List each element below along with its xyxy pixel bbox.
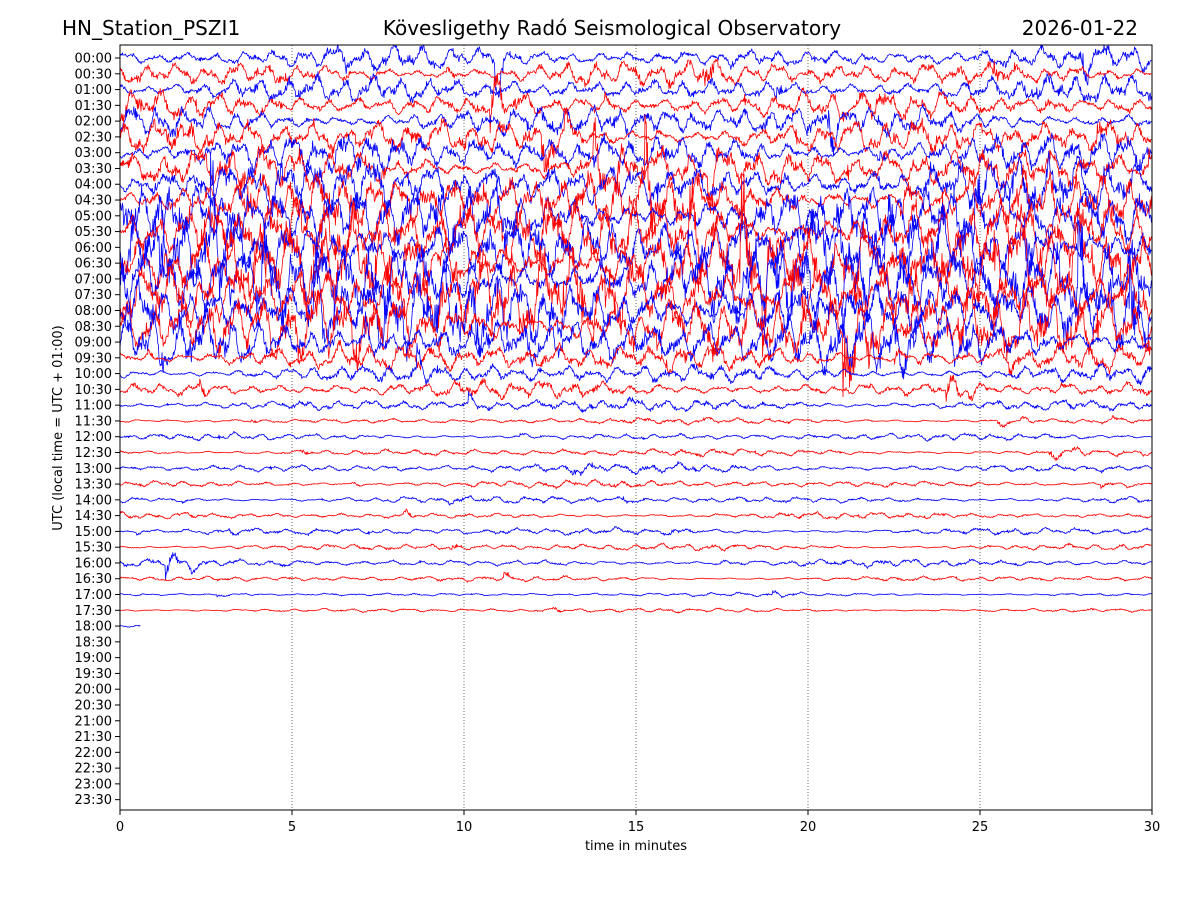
y-tick-label: 01:30 — [75, 99, 112, 114]
trace-06:30 — [120, 172, 1152, 358]
trace-04:30 — [120, 114, 1152, 240]
y-tick-label: 08:00 — [75, 304, 112, 319]
trace-10:00 — [120, 342, 1152, 387]
trace-05:00 — [120, 174, 1152, 268]
y-tick-label: 17:00 — [75, 588, 112, 603]
x-tick-label: 25 — [972, 820, 989, 835]
x-tick-label: 0 — [116, 820, 124, 835]
trace-14:30 — [120, 508, 1152, 520]
y-axis-ticks: 00:0000:3001:0001:3002:0002:3003:0003:30… — [75, 52, 120, 808]
y-tick-label: 07:00 — [75, 272, 112, 287]
x-tick-label: 15 — [628, 820, 645, 835]
y-tick-label: 06:30 — [75, 257, 112, 272]
y-tick-label: 02:00 — [75, 115, 112, 130]
trace-08:30 — [120, 286, 1152, 398]
trace-00:30 — [120, 58, 1152, 89]
trace-07:00 — [120, 219, 1152, 331]
observatory-title: Kövesligethy Radó Seismological Observat… — [382, 16, 842, 40]
trace-15:30 — [120, 542, 1152, 552]
x-tick-label: 10 — [456, 820, 473, 835]
y-tick-label: 16:30 — [75, 572, 112, 587]
trace-13:00 — [120, 460, 1152, 477]
trace-02:00 — [120, 103, 1152, 156]
seismic-traces — [120, 45, 1152, 628]
x-tick-label: 30 — [1144, 820, 1161, 835]
trace-01:00 — [120, 71, 1152, 104]
y-tick-label: 00:30 — [75, 67, 112, 82]
y-tick-label: 15:00 — [75, 525, 112, 540]
y-tick-label: 20:00 — [75, 683, 112, 698]
y-tick-label: 04:30 — [75, 194, 112, 209]
y-tick-label: 17:30 — [75, 604, 112, 619]
y-tick-label: 16:00 — [75, 556, 112, 571]
trace-05:30 — [120, 178, 1152, 284]
trace-12:00 — [120, 430, 1152, 442]
y-tick-label: 23:00 — [75, 777, 112, 792]
y-tick-label: 14:30 — [75, 509, 112, 524]
y-tick-label: 15:30 — [75, 541, 112, 556]
y-tick-label: 19:30 — [75, 667, 112, 682]
y-tick-label: 22:00 — [75, 746, 112, 761]
y-tick-label: 00:00 — [75, 52, 112, 67]
y-tick-label: 09:30 — [75, 351, 112, 366]
y-tick-label: 14:00 — [75, 493, 112, 508]
y-tick-label: 23:30 — [75, 793, 112, 808]
y-tick-label: 12:30 — [75, 446, 112, 461]
y-tick-label: 20:30 — [75, 698, 112, 713]
y-tick-label: 03:30 — [75, 162, 112, 177]
y-tick-label: 05:00 — [75, 209, 112, 224]
x-tick-label: 5 — [288, 820, 296, 835]
trace-18:00 — [120, 624, 141, 628]
trace-17:00 — [120, 590, 1152, 599]
y-tick-label: 04:00 — [75, 178, 112, 193]
trace-01:30 — [120, 73, 1152, 134]
date-title: 2026-01-22 — [1021, 16, 1138, 40]
trace-00:00 — [120, 45, 1152, 98]
trace-09:30 — [120, 339, 1152, 376]
y-tick-label: 13:00 — [75, 462, 112, 477]
trace-17:30 — [120, 606, 1152, 614]
trace-11:00 — [120, 390, 1152, 413]
y-tick-label: 21:30 — [75, 730, 112, 745]
y-tick-label: 03:00 — [75, 146, 112, 161]
y-tick-label: 02:30 — [75, 130, 112, 145]
trace-12:30 — [120, 446, 1152, 462]
x-axis-label: time in minutes — [585, 839, 687, 854]
y-tick-label: 09:00 — [75, 336, 112, 351]
trace-16:00 — [120, 552, 1152, 580]
trace-08:00 — [120, 250, 1152, 362]
y-tick-label: 06:00 — [75, 241, 112, 256]
trace-03:30 — [120, 117, 1152, 214]
trace-07:30 — [120, 245, 1152, 343]
trace-15:00 — [120, 525, 1152, 536]
trace-11:30 — [120, 414, 1152, 428]
y-tick-label: 08:30 — [75, 320, 112, 335]
y-tick-label: 10:30 — [75, 383, 112, 398]
trace-10:30 — [120, 374, 1152, 402]
y-tick-label: 11:30 — [75, 414, 112, 429]
y-tick-label: 07:30 — [75, 288, 112, 303]
trace-14:00 — [120, 495, 1152, 506]
y-tick-label: 21:00 — [75, 714, 112, 729]
x-axis-ticks: 0 5 10 15 20 25 30 — [116, 810, 1160, 835]
x-tick-label: 20 — [800, 820, 817, 835]
y-axis-label: UTC (local time = UTC + 01:00) — [51, 325, 66, 530]
y-tick-label: 13:30 — [75, 478, 112, 493]
y-tick-label: 18:00 — [75, 620, 112, 635]
y-tick-label: 11:00 — [75, 399, 112, 414]
trace-09:00 — [120, 303, 1152, 380]
y-tick-label: 05:30 — [75, 225, 112, 240]
y-tick-label: 22:30 — [75, 762, 112, 777]
station-title: HN_Station_PSZI1 — [62, 16, 241, 40]
y-tick-label: 12:00 — [75, 430, 112, 445]
trace-16:30 — [120, 571, 1152, 583]
trace-13:30 — [120, 478, 1152, 490]
y-tick-label: 10:00 — [75, 367, 112, 382]
grid-lines — [291, 45, 981, 810]
y-tick-label: 19:00 — [75, 651, 112, 666]
y-tick-label: 18:30 — [75, 635, 112, 650]
y-tick-label: 01:00 — [75, 83, 112, 98]
